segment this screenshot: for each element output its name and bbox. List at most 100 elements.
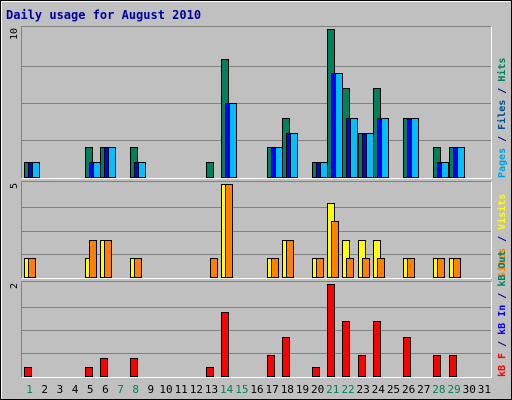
x-tick-label: 17 bbox=[266, 383, 279, 396]
bar-sites bbox=[407, 258, 415, 278]
side-label-part: Files bbox=[496, 100, 508, 130]
bar-pages bbox=[320, 162, 328, 178]
bar-pages bbox=[290, 133, 298, 178]
y-tick-label: 2 bbox=[9, 283, 20, 289]
y-tick-label: 10 bbox=[9, 28, 20, 40]
x-tick-label: 25 bbox=[387, 383, 400, 396]
x-tick-label: 30 bbox=[463, 383, 476, 396]
bar-pages bbox=[441, 162, 449, 178]
bar-sites bbox=[210, 258, 218, 278]
bar-sites bbox=[316, 258, 324, 278]
bar-kb-f bbox=[130, 358, 138, 377]
bar-kb-f bbox=[312, 367, 320, 377]
x-tick-label: 12 bbox=[190, 383, 203, 396]
side-label-part: / bbox=[497, 82, 508, 100]
bar-sites bbox=[134, 258, 142, 278]
side-label-part: Sites bbox=[496, 248, 508, 278]
bar-pages bbox=[411, 118, 419, 178]
bar-sites bbox=[28, 258, 36, 278]
bar-kb-f bbox=[403, 337, 411, 377]
side-label-part: kB Out bbox=[497, 251, 508, 287]
x-tick-label: 28 bbox=[432, 383, 445, 396]
panel-visits_sites: 5 Sites / Visits bbox=[9, 181, 508, 279]
bar-sites bbox=[89, 240, 97, 278]
side-label-part: Visits bbox=[496, 194, 508, 230]
x-tick-label: 21 bbox=[326, 383, 339, 396]
x-tick-label: 20 bbox=[311, 383, 324, 396]
bar-kb-f bbox=[327, 284, 335, 377]
x-tick-label: 11 bbox=[175, 383, 188, 396]
bar-pages bbox=[335, 73, 343, 178]
panel-hits_files_pages: 10 Pages / Files / Hits bbox=[9, 26, 508, 179]
bar-sites bbox=[346, 258, 354, 278]
x-tick-label: 1 bbox=[26, 383, 33, 396]
x-tick-label: 16 bbox=[250, 383, 263, 396]
side-label-part: kB In bbox=[497, 305, 508, 335]
bar-kb-f bbox=[100, 358, 108, 377]
bar-pages bbox=[275, 147, 283, 178]
bar-pages bbox=[138, 162, 146, 178]
y-tick-label: 5 bbox=[9, 183, 20, 189]
bar-sites bbox=[225, 184, 233, 278]
x-tick-label: 31 bbox=[478, 383, 491, 396]
x-tick-label: 9 bbox=[148, 383, 155, 396]
side-label-part: Pages bbox=[497, 148, 508, 178]
side-label: kB F / kB In / kB Out bbox=[497, 251, 508, 377]
x-tick-label: 8 bbox=[132, 383, 139, 396]
bar-pages bbox=[457, 147, 465, 178]
bar-sites bbox=[104, 240, 112, 278]
bar-sites bbox=[331, 221, 339, 278]
chart-panels: 10 Pages / Files / Hits 5 Sites / Visits 2 kB… bbox=[9, 26, 508, 378]
bar-kb-f bbox=[433, 355, 441, 377]
x-tick-label: 23 bbox=[357, 383, 370, 396]
bar-kb-f bbox=[267, 355, 275, 377]
side-label-part: / bbox=[497, 335, 508, 353]
x-axis-labels: 1 2 3 4 5 6 7 8 9 10 11 12 13 14 15 16 17 18 19 20 21 22 23 24 2… bbox=[26, 383, 491, 396]
bar-kb-f bbox=[221, 312, 229, 377]
bar-sites bbox=[362, 258, 370, 278]
chart-title: Daily usage for August 2010 bbox=[6, 8, 201, 22]
x-tick-label: 14 bbox=[220, 383, 234, 396]
bar-kb-f bbox=[449, 355, 457, 377]
bars-hits_files_pages bbox=[24, 29, 465, 178]
bar-kb-f bbox=[342, 321, 350, 377]
bar-kb-f bbox=[358, 355, 366, 377]
bar-pages bbox=[32, 162, 40, 178]
x-tick-label: 3 bbox=[57, 383, 64, 396]
side-label-part: / bbox=[497, 130, 508, 148]
x-tick-label: 22 bbox=[341, 383, 354, 396]
bars-kbytes bbox=[24, 284, 457, 377]
panel-area bbox=[21, 281, 492, 378]
x-tick-label: 19 bbox=[296, 383, 309, 396]
bar-pages bbox=[350, 118, 358, 178]
x-tick-label: 29 bbox=[447, 383, 460, 396]
side-label: Sites / Visits bbox=[496, 194, 508, 278]
bar-sites bbox=[453, 258, 461, 278]
bars-visits_sites bbox=[24, 184, 461, 278]
x-tick-label: 24 bbox=[372, 383, 386, 396]
x-tick-label: 4 bbox=[72, 383, 79, 396]
side-label: Pages / Files / Hits bbox=[496, 58, 508, 178]
bar-sites bbox=[437, 258, 445, 278]
bar-pages bbox=[229, 103, 237, 178]
x-tick-label: 5 bbox=[87, 383, 94, 396]
x-tick-label: 2 bbox=[41, 383, 48, 396]
bar-pages bbox=[93, 162, 101, 178]
x-tick-label: 15 bbox=[235, 383, 248, 396]
side-label-part: kB F bbox=[497, 353, 508, 377]
x-tick-label: 7 bbox=[117, 383, 124, 396]
bar-kb-f bbox=[85, 367, 93, 377]
bar-kb-f bbox=[24, 367, 32, 377]
x-tick-label: 10 bbox=[159, 383, 172, 396]
x-tick-label: 18 bbox=[281, 383, 294, 396]
bar-kb-f bbox=[373, 321, 381, 377]
bar-pages bbox=[381, 118, 389, 178]
x-tick-label: 27 bbox=[417, 383, 430, 396]
x-tick-label: 13 bbox=[205, 383, 218, 396]
bar-sites bbox=[377, 258, 385, 278]
side-label-part: Hits bbox=[496, 58, 508, 82]
panel-kbytes: 2 kB F / kB In / kB Out bbox=[9, 251, 508, 378]
x-tick-label: 26 bbox=[402, 383, 415, 396]
x-tick-label: 6 bbox=[102, 383, 109, 396]
